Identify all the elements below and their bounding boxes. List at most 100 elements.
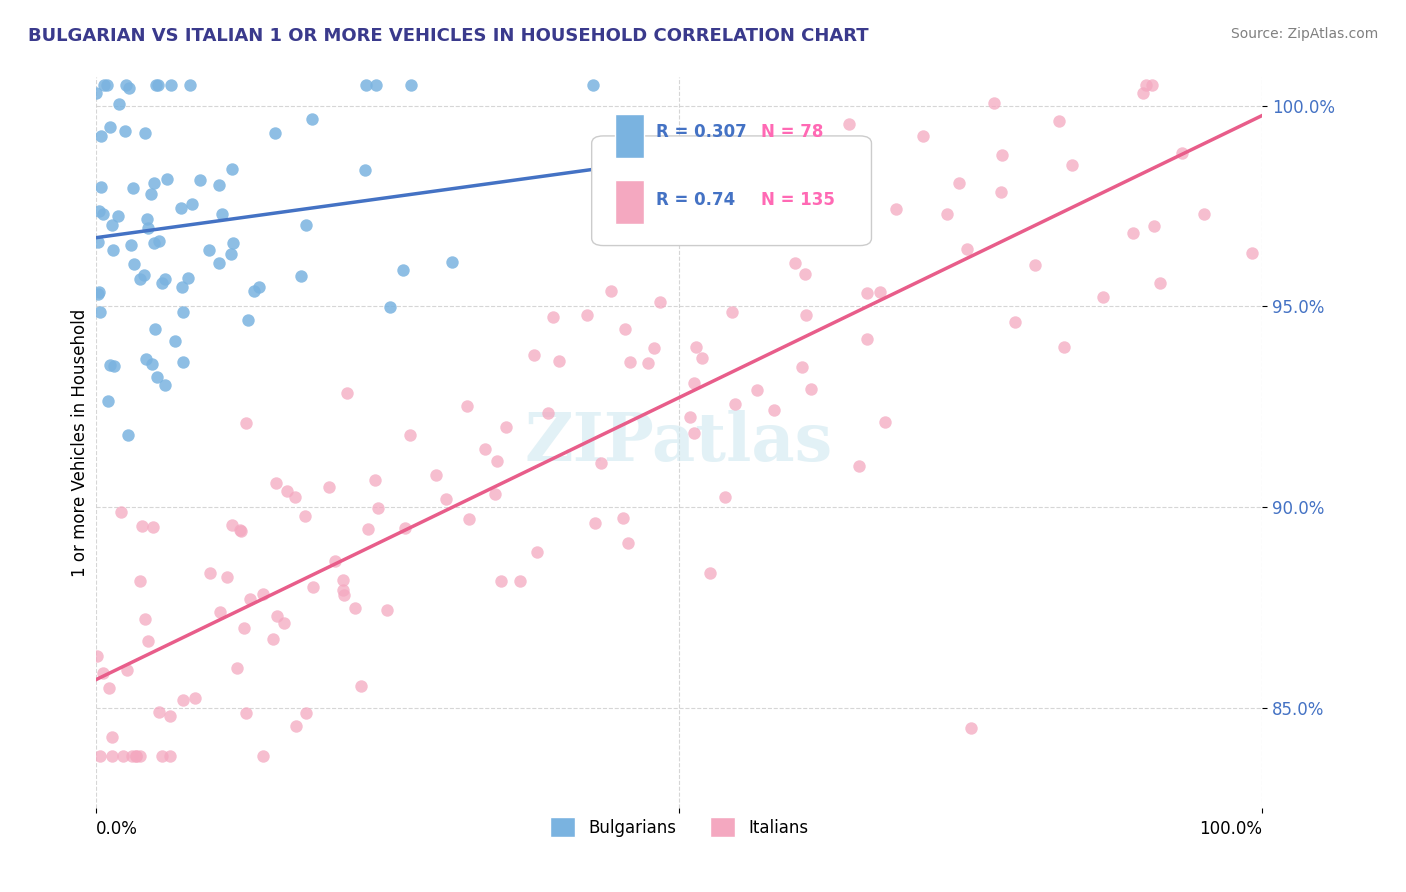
Point	[790, 359, 813, 374]
Point	[614, 322, 637, 336]
Point	[90, 180, 112, 194]
Point	[252, 749, 274, 764]
Point	[793, 267, 815, 281]
Point	[794, 308, 817, 322]
Point	[148, 235, 170, 249]
Point	[243, 284, 266, 298]
Point	[884, 202, 907, 216]
Point	[856, 332, 879, 346]
Point	[98, 120, 121, 134]
Point	[172, 693, 194, 707]
Point	[668, 229, 690, 244]
Point	[129, 749, 152, 764]
Point	[152, 749, 174, 764]
Point	[89, 749, 111, 764]
Point	[366, 78, 388, 93]
Text: N = 135: N = 135	[761, 191, 835, 210]
Point	[612, 511, 634, 525]
Text: R = 0.307: R = 0.307	[655, 123, 747, 141]
Point	[101, 218, 124, 232]
Text: BULGARIAN VS ITALIAN 1 OR MORE VEHICLES IN HOUSEHOLD CORRELATION CHART: BULGARIAN VS ITALIAN 1 OR MORE VEHICLES …	[28, 27, 869, 45]
Point	[264, 475, 287, 490]
Point	[125, 749, 148, 764]
Point	[690, 351, 713, 365]
Point	[495, 420, 517, 434]
Point	[188, 172, 211, 186]
Point	[98, 358, 121, 372]
Point	[526, 545, 548, 559]
Point	[143, 236, 166, 251]
Point	[107, 209, 129, 223]
Point	[135, 211, 157, 226]
Text: R = 0.74: R = 0.74	[655, 191, 735, 210]
Point	[364, 473, 387, 487]
Point	[165, 334, 187, 348]
Point	[122, 256, 145, 270]
Point	[912, 129, 935, 144]
Point	[86, 86, 108, 100]
Point	[591, 456, 613, 470]
Text: Source: ZipAtlas.com: Source: ZipAtlas.com	[1230, 27, 1378, 41]
Point	[219, 247, 242, 261]
Point	[87, 285, 110, 300]
Point	[110, 505, 132, 519]
Point	[523, 348, 546, 362]
Point	[235, 706, 257, 721]
Point	[375, 603, 398, 617]
Point	[855, 286, 877, 301]
Point	[763, 402, 786, 417]
Point	[128, 272, 150, 286]
Text: 0.0%: 0.0%	[96, 821, 138, 838]
Point	[211, 207, 233, 221]
Point	[136, 221, 159, 235]
Point	[247, 279, 270, 293]
Point	[98, 681, 121, 695]
Point	[683, 376, 706, 390]
Point	[153, 377, 176, 392]
Point	[252, 587, 274, 601]
Point	[136, 633, 159, 648]
Point	[103, 359, 125, 374]
Point	[276, 484, 298, 499]
Point	[209, 605, 232, 619]
Point	[336, 385, 359, 400]
Point	[425, 468, 447, 483]
Point	[357, 522, 380, 536]
Point	[176, 271, 198, 285]
Point	[290, 268, 312, 283]
Point	[668, 184, 690, 198]
Point	[399, 78, 422, 93]
Point	[159, 749, 181, 764]
Point	[122, 181, 145, 195]
Point	[456, 399, 478, 413]
Point	[229, 524, 252, 538]
Text: 100.0%: 100.0%	[1199, 821, 1263, 838]
Point	[108, 97, 131, 112]
Point	[990, 148, 1012, 162]
Point	[90, 128, 112, 143]
Point	[284, 490, 307, 504]
Point	[399, 427, 422, 442]
Point	[484, 486, 506, 500]
Point	[682, 425, 704, 440]
Point	[491, 574, 513, 589]
Point	[295, 218, 318, 232]
Point	[208, 178, 231, 193]
Point	[97, 393, 120, 408]
Point	[86, 235, 108, 249]
Point	[785, 256, 807, 270]
Point	[548, 353, 571, 368]
Point	[134, 126, 156, 140]
Point	[1135, 78, 1157, 93]
Point	[343, 600, 366, 615]
Point	[172, 304, 194, 318]
Point	[225, 661, 247, 675]
Point	[134, 612, 156, 626]
Point	[1140, 78, 1163, 93]
Point	[156, 171, 179, 186]
Point	[333, 588, 356, 602]
Point	[135, 351, 157, 366]
Point	[302, 581, 325, 595]
Point	[121, 749, 143, 764]
Point	[146, 370, 169, 384]
